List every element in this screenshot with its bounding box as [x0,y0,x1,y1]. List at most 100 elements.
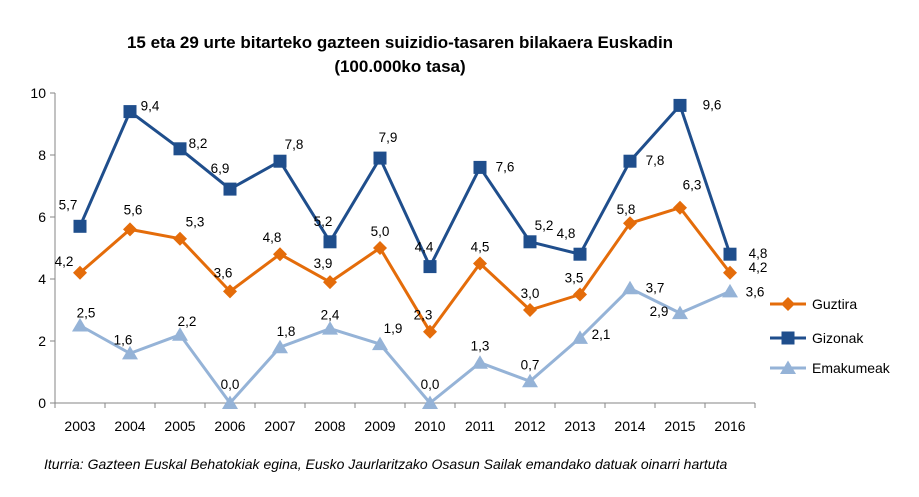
legend-label-emakumeak: Emakumeak [812,360,891,376]
data-point-gizonak [173,142,187,156]
data-label-emakumeak: 2,1 [592,327,611,342]
source-note: Iturria: Gazteen Euskal Behatokiak egina… [44,456,728,472]
data-label-guztira: 5,3 [186,215,205,230]
data-label-guztira: 6,3 [683,178,702,193]
x-tick-label: 2010 [414,418,445,434]
x-tick-label: 2015 [664,418,695,434]
y-tick-label: 0 [38,395,46,411]
x-tick-label: 2004 [114,418,145,434]
data-point-emakumeak [622,280,638,295]
data-point-guztira [623,216,637,231]
chart-title-line-1: 15 eta 29 urte bitarteko gazteen suizidi… [127,33,673,52]
data-point-emakumeak [422,395,438,409]
data-label-emakumeak: 0,0 [221,377,240,392]
data-point-emakumeak [672,305,688,320]
data-point-gizonak [123,105,137,119]
x-tick-label: 2013 [564,418,595,434]
data-point-emakumeak [572,330,588,344]
data-label-emakumeak: 3,7 [646,280,665,295]
data-label-emakumeak: 3,6 [746,284,765,299]
data-label-guztira: 5,8 [617,202,636,217]
data-point-emakumeak [172,327,188,341]
data-point-guztira [723,265,737,280]
chart-title-line-2: (100.000ko tasa) [334,57,465,76]
data-label-gizonak: 9,4 [141,99,160,114]
data-label-gizonak: 8,2 [189,136,208,151]
data-label-guztira: 5,6 [124,202,143,217]
y-tick-label: 6 [38,209,46,225]
data-label-gizonak: 4,4 [415,240,434,255]
data-point-guztira [473,256,487,271]
data-point-emakumeak [322,321,338,335]
series-line-guztira [79,206,732,334]
data-label-gizonak: 5,2 [314,214,333,229]
data-point-gizonak [723,247,737,261]
data-label-emakumeak: 2,5 [77,306,96,321]
legend-marker-guztira [781,297,795,311]
data-point-gizonak [623,154,637,168]
data-label-guztira: 4,2 [749,260,768,275]
data-point-guztira [573,287,587,302]
data-point-guztira [223,284,237,299]
data-label-emakumeak: 2,2 [178,314,197,329]
series-lines [72,98,738,409]
data-point-guztira [123,222,137,237]
x-tick-label: 2003 [64,418,95,434]
data-label-gizonak: 6,9 [211,161,230,176]
x-tick-label: 2005 [164,418,195,434]
data-point-guztira [323,275,337,290]
data-label-guztira: 4,8 [263,230,282,245]
data-label-emakumeak: 1,3 [471,339,490,354]
series-line-emakumeak [79,286,731,405]
data-label-emakumeak: 2,4 [321,308,340,323]
data-label-gizonak: 5,2 [535,218,554,233]
data-label-emakumeak: 1,6 [114,332,133,347]
x-tick-label: 2014 [614,418,645,434]
data-label-emakumeak: 0,0 [421,377,440,392]
data-point-guztira [73,265,87,280]
x-tick-label: 2006 [214,418,245,434]
data-point-guztira [423,324,437,339]
data-label-guztira: 2,3 [414,308,433,323]
data-label-guztira: 3,6 [214,265,233,280]
data-label-guztira: 4,5 [471,240,490,255]
x-tick-label: 2012 [514,418,545,434]
data-point-emakumeak [222,395,238,409]
data-point-guztira [523,303,537,317]
series-line-gizonak [78,103,732,269]
data-label-guztira: 3,9 [314,256,333,271]
data-point-gizonak [373,151,387,165]
data-point-gizonak [523,235,537,249]
data-label-guztira: 4,2 [55,254,74,269]
data-label-gizonak: 4,8 [749,246,768,261]
legend-marker-emakumeak [780,360,796,374]
x-tick-label: 2007 [264,418,295,434]
data-point-guztira [273,247,287,262]
data-label-gizonak: 7,6 [496,159,515,174]
data-point-gizonak [273,154,287,168]
data-label-gizonak: 9,6 [703,97,722,112]
data-point-gizonak [673,98,687,112]
y-tick-label: 4 [38,271,46,287]
data-label-gizonak: 7,8 [285,137,304,152]
y-tick-label: 8 [38,147,46,163]
y-tick-label: 2 [38,333,46,349]
data-point-gizonak [473,160,487,174]
x-tick-label: 2008 [314,418,345,434]
legend-label-guztira: Guztira [812,296,857,312]
data-point-emakumeak [72,318,88,332]
data-label-emakumeak: 1,8 [277,324,296,339]
data-point-emakumeak [272,339,288,354]
data-point-emakumeak [372,336,388,351]
data-label-emakumeak: 2,9 [650,304,669,319]
data-point-emakumeak [472,355,488,369]
data-label-gizonak: 7,9 [379,130,398,145]
data-point-gizonak [423,260,437,274]
data-label-guztira: 5,0 [371,224,390,239]
data-point-guztira [673,200,687,215]
x-tick-label: 2009 [364,418,395,434]
x-tick-label: 2016 [714,418,745,434]
legend: Guztira Gizonak Emakumeak [770,296,891,376]
data-point-gizonak [573,247,587,261]
